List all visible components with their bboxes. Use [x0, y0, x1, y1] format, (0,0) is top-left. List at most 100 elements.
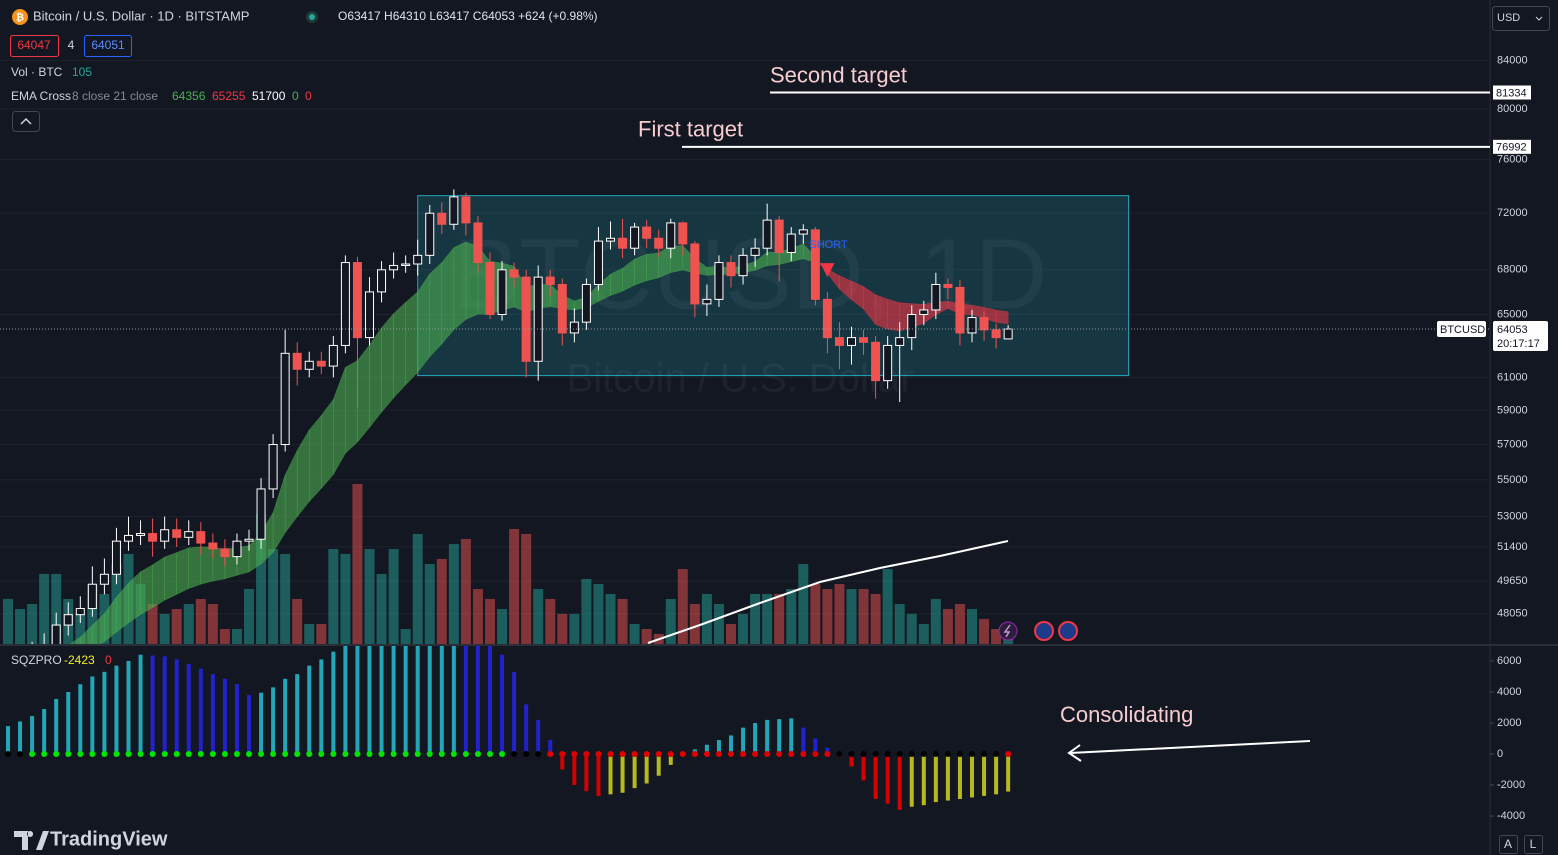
candle-body	[726, 262, 736, 277]
volume-bar	[617, 598, 628, 644]
squeeze-dot	[354, 751, 361, 758]
ema-fill	[357, 344, 370, 443]
collapse-button[interactable]	[12, 111, 40, 132]
candle-body	[690, 243, 700, 305]
squeeze-bar	[656, 754, 661, 776]
volume-bar	[316, 624, 327, 644]
volume-bar	[292, 598, 303, 644]
event-flag[interactable]	[1034, 621, 1054, 641]
ema-fill	[80, 624, 93, 644]
last-price-tag	[1493, 321, 1548, 352]
volume-bar	[472, 589, 483, 644]
y-tick-label: 84000	[1497, 54, 1528, 66]
event-flag[interactable]	[1058, 621, 1078, 641]
auto-button[interactable]	[1499, 835, 1518, 854]
volume-bar	[159, 613, 170, 644]
price-axis: 84000 80000 76000 72000 68000 65000 61000 59000…	[1490, 54, 1528, 822]
volume-label: Vol · BTC	[11, 65, 63, 79]
squeeze-bar	[584, 754, 589, 792]
candle-body	[473, 222, 483, 264]
y-tick-label: 76000	[1497, 154, 1528, 166]
volume-bar	[701, 593, 712, 644]
squeeze-dot	[17, 751, 24, 758]
last-price-label: 64053	[1497, 324, 1528, 336]
squeeze-bar	[150, 655, 155, 755]
candle-body	[521, 276, 531, 362]
event-icon[interactable]	[998, 621, 1018, 641]
squeeze-dot	[282, 751, 289, 758]
volume-bar	[280, 553, 291, 644]
candle-body	[967, 317, 977, 334]
candle-body	[280, 352, 290, 446]
candle-body	[847, 337, 856, 346]
lightning-icon	[1003, 624, 1011, 638]
y-tick-label: 53000	[1497, 510, 1528, 522]
sqz-label: SQZPRO	[11, 653, 62, 667]
squeeze-dot	[113, 751, 120, 758]
squeeze-dot	[860, 751, 867, 758]
squeeze-dot	[342, 751, 349, 758]
squeeze-dot	[559, 751, 566, 758]
candle-body	[774, 219, 784, 253]
squeeze-bar	[451, 646, 456, 755]
squeeze-dot	[1005, 751, 1012, 758]
volume-bar	[545, 598, 556, 644]
squeeze-dot	[607, 751, 614, 758]
squeeze-dot	[583, 751, 590, 758]
squeeze-bar	[114, 665, 119, 755]
ask-box[interactable]	[84, 35, 132, 57]
trend-line	[647, 540, 1009, 644]
squeeze-dot	[728, 751, 734, 758]
volume-bar	[183, 604, 194, 644]
y-tick-label: 80000	[1497, 103, 1528, 115]
volume-bar	[75, 613, 86, 644]
volume-bar	[629, 624, 640, 644]
squeeze-bar	[222, 678, 227, 755]
squeeze-bar	[271, 687, 276, 755]
y-tick-label: 65000	[1497, 308, 1528, 320]
bid-box[interactable]	[10, 35, 59, 57]
volume-bar	[509, 529, 520, 644]
squeeze-bar	[198, 668, 203, 755]
candle-body	[606, 237, 615, 242]
squeeze-dot	[246, 751, 252, 758]
ema-label: EMA Cross	[11, 89, 71, 103]
currency-dropdown[interactable]	[1492, 6, 1550, 31]
volume-bar	[39, 573, 50, 644]
y-tick-label: 48050	[1497, 608, 1528, 620]
candle-body	[810, 229, 820, 300]
ema-fill	[634, 253, 647, 286]
squeeze-bar	[415, 646, 420, 755]
squeeze-dot	[330, 751, 337, 758]
ema-fill	[345, 360, 358, 454]
squeeze-dot	[800, 751, 807, 758]
volume-bar	[846, 589, 857, 644]
volume-bar	[460, 538, 471, 644]
ema-fill	[887, 298, 900, 332]
squeeze-dot	[306, 751, 313, 758]
volume-bar	[689, 604, 700, 644]
squeeze-bar	[536, 719, 541, 755]
logo-text[interactable]: TradingView	[50, 828, 168, 850]
price-tag-label: 81334	[1496, 87, 1527, 99]
squeeze-dot	[149, 751, 156, 758]
squeeze-bar	[331, 651, 336, 755]
squeeze-dot	[233, 751, 240, 758]
market-status	[309, 14, 315, 20]
squeeze-dot	[812, 751, 819, 758]
squeeze-bar	[439, 646, 444, 755]
squeeze-bar	[716, 740, 721, 755]
price-tag	[1493, 139, 1531, 154]
squeeze-bar	[704, 744, 709, 755]
price-tag	[1493, 85, 1531, 100]
squeeze-dot	[499, 751, 506, 758]
volume-bar	[27, 604, 38, 644]
squeeze-dot	[221, 751, 228, 758]
candle-body	[160, 529, 170, 542]
signal-marker	[820, 263, 835, 278]
watermark: BTCUSD, 1D	[453, 218, 1048, 330]
candle-body	[352, 262, 362, 339]
log-button[interactable]	[1524, 835, 1543, 854]
ema-value: 65255	[212, 89, 246, 103]
squeeze-dot	[655, 751, 662, 758]
